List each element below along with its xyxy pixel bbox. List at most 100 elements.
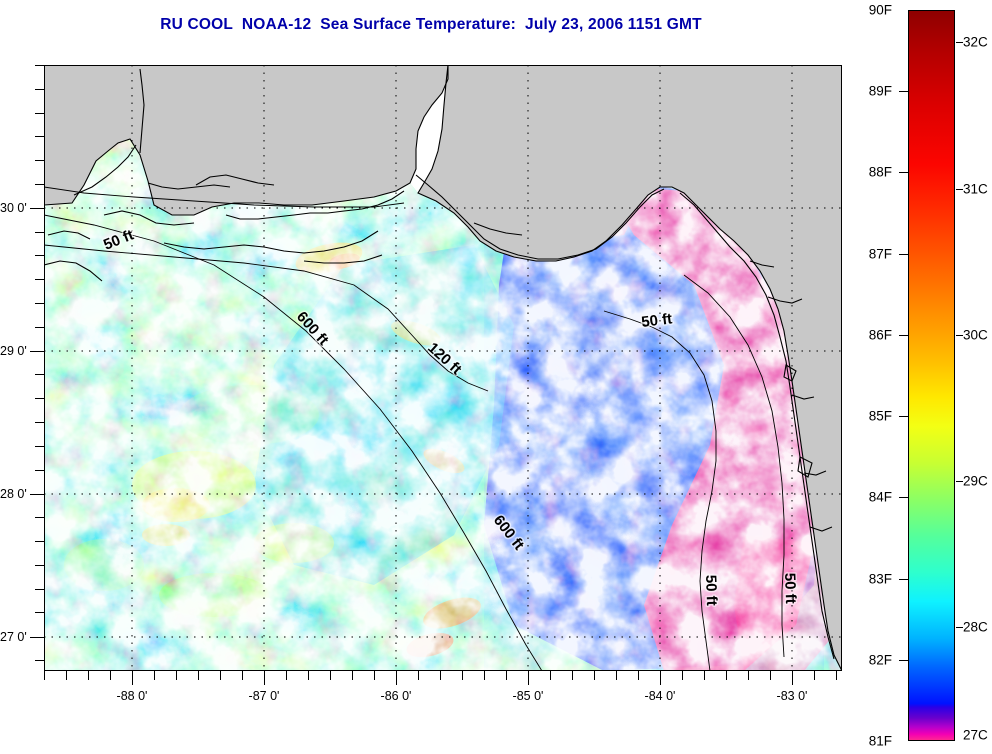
- colorbar-c-tick: [956, 188, 963, 190]
- x-axis-minor-tick: [418, 671, 419, 680]
- x-axis-minor-tick: [748, 671, 749, 680]
- x-axis-minor-tick: [198, 671, 199, 680]
- colorbar-c-label: 31C: [963, 181, 988, 197]
- x-axis-minor-tick: [506, 671, 507, 680]
- colorbar-f-label: 88F: [868, 164, 892, 180]
- x-axis-minor-tick: [110, 671, 111, 680]
- bathymetry-contour-label: 50 ft: [640, 310, 673, 331]
- y-axis-minor-tick: [35, 398, 44, 400]
- colorbar-f-tick: [899, 253, 908, 255]
- x-axis-minor-tick: [550, 671, 551, 680]
- y-axis-minor-tick: [35, 231, 44, 233]
- y-axis-minor-tick: [35, 612, 44, 614]
- colorbar-f-tick: [899, 578, 908, 580]
- y-axis-minor-tick: [35, 303, 44, 304]
- x-axis-minor-tick: [88, 671, 89, 680]
- x-axis-label: -86 0': [380, 689, 412, 703]
- x-axis-minor-tick: [594, 671, 595, 680]
- colorbar-f-label: 84F: [868, 489, 892, 505]
- bathymetry-contour-label: 50 ft: [640, 310, 673, 331]
- colorbar-f-label: 83F: [868, 571, 892, 587]
- colorbar-f-label: 86F: [868, 327, 892, 343]
- x-axis-minor-tick: [726, 671, 727, 680]
- x-axis-major-tick: [396, 671, 397, 685]
- x-axis-minor-tick: [814, 671, 815, 680]
- y-axis-minor-tick: [35, 374, 44, 376]
- x-axis-minor-tick: [66, 671, 67, 680]
- x-axis-minor-tick: [286, 671, 287, 680]
- colorbar-c-label: 32C: [963, 34, 988, 50]
- y-axis-minor-tick: [35, 65, 44, 66]
- y-axis-label: 27 0': [0, 630, 27, 644]
- x-axis-minor-tick: [770, 671, 771, 680]
- colorbar-c-label: 27C: [963, 727, 988, 743]
- x-axis-minor-tick: [462, 671, 463, 680]
- colorbar-c-tick: [956, 627, 963, 629]
- x-axis-major-tick: [660, 671, 661, 685]
- y-axis-major-tick: [30, 208, 44, 209]
- x-axis-minor-tick: [836, 671, 837, 680]
- x-axis-minor-tick: [374, 671, 375, 680]
- x-axis-major-tick: [528, 671, 529, 685]
- colorbar-c-label: 28C: [963, 619, 988, 635]
- y-axis-minor-tick: [35, 112, 44, 114]
- colorbar-f-tick: [899, 416, 908, 418]
- colorbar-f-label: 82F: [868, 652, 892, 668]
- colorbar-f-tick: [899, 172, 908, 174]
- colorbar-f-label: 89F: [868, 83, 892, 99]
- y-axis-minor-tick: [35, 88, 44, 90]
- bathymetry-contour-label: 50 ft: [702, 575, 720, 606]
- y-axis-label: 30 0': [0, 201, 27, 215]
- x-axis-minor-tick: [330, 671, 331, 680]
- x-axis-minor-tick: [638, 671, 639, 680]
- y-axis-minor-tick: [35, 541, 44, 542]
- y-axis-minor-tick: [35, 469, 44, 471]
- y-axis-minor-tick: [35, 255, 44, 257]
- y-axis-major-tick: [30, 494, 44, 495]
- figure-title: RU COOL NOAA-12 Sea Surface Temperature:…: [160, 16, 702, 33]
- y-axis-minor-tick: [35, 660, 44, 661]
- colorbar-f-tick: [899, 91, 908, 93]
- x-axis-minor-tick: [484, 671, 485, 680]
- x-axis-minor-tick: [220, 671, 221, 680]
- bathymetry-contour-label: 50 ft: [781, 573, 799, 604]
- y-axis-minor-tick: [35, 160, 44, 162]
- y-axis-minor-tick: [35, 136, 44, 138]
- x-axis-label: -87 0': [248, 689, 280, 703]
- x-axis-minor-tick: [440, 671, 441, 680]
- y-axis-minor-tick: [35, 588, 44, 590]
- bathymetry-contour-label: 50 ft: [781, 573, 799, 604]
- x-axis-minor-tick: [154, 671, 155, 680]
- y-axis-minor-tick: [35, 279, 44, 281]
- x-axis-minor-tick: [44, 671, 45, 680]
- x-axis-major-tick: [264, 671, 265, 685]
- bathymetry-contour-label: 50 ft: [702, 575, 720, 606]
- colorbar[interactable]: [908, 10, 955, 741]
- y-axis-label: 29 0': [0, 344, 27, 358]
- colorbar-c-label: 29C: [963, 473, 988, 489]
- x-axis-label: -85 0': [512, 689, 544, 703]
- colorbar-f-tick: [899, 497, 908, 499]
- colorbar-f-label: 85F: [868, 408, 892, 424]
- y-axis-minor-tick: [35, 517, 44, 519]
- x-axis-minor-tick: [704, 671, 705, 680]
- map-plot-area[interactable]: 50 ft 50 ft 600 ft 600 ft 120 ft 120 ft 50 ft 5…: [44, 65, 842, 671]
- x-axis-minor-tick: [572, 671, 573, 680]
- y-axis-minor-tick: [35, 445, 44, 447]
- x-axis-minor-tick: [242, 671, 243, 680]
- x-axis-label: -88 0': [116, 689, 148, 703]
- colorbar-c-tick: [956, 481, 963, 483]
- x-axis-minor-tick: [176, 671, 177, 680]
- x-axis-label: -84 0': [644, 689, 676, 703]
- bathymetry-contours: [44, 186, 785, 671]
- coastline-layer: [44, 65, 842, 671]
- colorbar-f-label: 81F: [868, 733, 892, 749]
- y-axis-major-tick: [30, 637, 44, 638]
- x-axis-minor-tick: [682, 671, 683, 680]
- x-axis-minor-tick: [308, 671, 309, 680]
- y-axis-minor-tick: [35, 326, 44, 328]
- colorbar-f-tick: [899, 334, 908, 336]
- y-axis-minor-tick: [35, 422, 44, 423]
